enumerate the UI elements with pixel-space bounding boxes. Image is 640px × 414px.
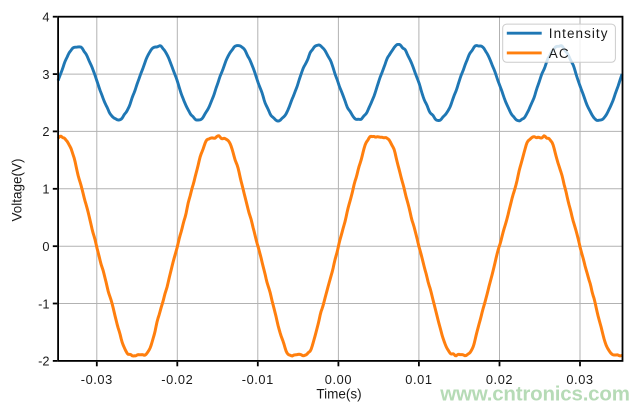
svg-text:0: 0 [42, 239, 49, 254]
svg-text:-0.01: -0.01 [242, 372, 274, 387]
svg-text:1: 1 [42, 182, 49, 197]
svg-text:2: 2 [42, 124, 49, 139]
svg-text:0.03: 0.03 [566, 372, 593, 387]
svg-text:-0.03: -0.03 [81, 372, 113, 387]
svg-text:www.cntronics.com: www.cntronics.com [439, 383, 630, 406]
svg-text:Intensity: Intensity [549, 26, 609, 41]
svg-text:-0.02: -0.02 [161, 372, 193, 387]
svg-text:0.02: 0.02 [486, 372, 513, 387]
svg-text:-2: -2 [38, 354, 49, 369]
svg-text:Time(s): Time(s) [316, 387, 361, 402]
svg-text:AC: AC [549, 46, 570, 61]
svg-text:Voltage(V): Voltage(V) [10, 158, 25, 221]
svg-text:0.00: 0.00 [325, 372, 352, 387]
svg-text:4: 4 [42, 10, 49, 25]
svg-text:3: 3 [42, 67, 49, 82]
svg-text:-1: -1 [38, 296, 49, 311]
svg-text:0.01: 0.01 [405, 372, 432, 387]
